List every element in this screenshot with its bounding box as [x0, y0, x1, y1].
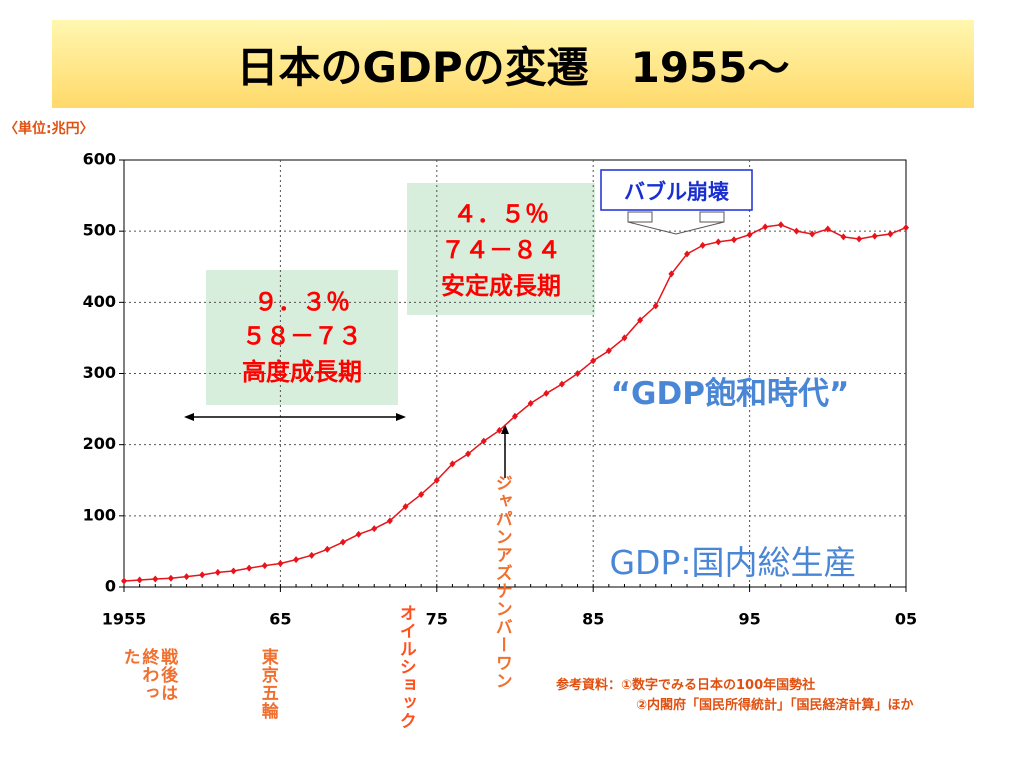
y-tick-label: 300 — [83, 363, 116, 382]
y-tick-label: 0 — [105, 577, 116, 596]
annotation: 高度成長期 — [242, 358, 362, 386]
x-tick-label: 85 — [582, 610, 604, 629]
data-point — [277, 560, 284, 568]
data-point — [465, 450, 472, 458]
data-point — [339, 538, 346, 546]
x-tick-label: 95 — [738, 610, 760, 629]
y-axis-label: 〈単位:兆円〉 — [4, 121, 94, 137]
annotation: 東京五輪 — [257, 648, 278, 720]
data-point — [246, 564, 253, 572]
annotation: バブル崩壊 — [624, 180, 729, 204]
bubble-pointer — [627, 211, 725, 235]
data-point — [762, 223, 769, 231]
data-point — [402, 503, 409, 511]
data-point — [512, 412, 518, 420]
chart-title: 日本のGDPの変遷 1955～ — [52, 20, 974, 108]
data-point — [199, 571, 206, 579]
annotation: GDP:国内総生産 — [609, 543, 857, 582]
data-point — [903, 224, 909, 232]
data-point — [355, 530, 362, 538]
data-point — [324, 545, 331, 553]
x-tick-label: 1955 — [102, 610, 147, 629]
annotation: オイルショック — [395, 604, 416, 730]
data-point — [574, 370, 581, 377]
bubble-box — [600, 169, 753, 211]
annotation: ９．３％ — [254, 288, 350, 316]
data-point — [167, 574, 174, 582]
data-point — [871, 232, 878, 240]
y-tick-label: 400 — [83, 292, 116, 311]
data-point — [449, 460, 456, 468]
data-point — [777, 221, 784, 229]
data-point — [152, 575, 159, 583]
data-point — [699, 241, 706, 249]
data-point — [840, 233, 847, 241]
data-point — [590, 357, 597, 365]
data-point — [824, 225, 831, 233]
x-tick-label: 05 — [895, 610, 917, 629]
data-point — [136, 576, 143, 584]
arrow-head — [501, 424, 509, 434]
annotation: ４．５％ — [453, 200, 549, 228]
data-point — [746, 231, 753, 239]
y-tick-label: 600 — [83, 150, 116, 169]
data-point — [527, 399, 534, 407]
data-point — [793, 227, 800, 235]
data-point — [371, 525, 378, 533]
annotation: 安定成長期 — [441, 272, 561, 300]
x-tick-label: 75 — [426, 610, 448, 629]
data-point — [418, 490, 425, 498]
data-point — [652, 302, 659, 310]
data-point — [684, 250, 691, 258]
period-box — [407, 183, 595, 315]
data-point — [496, 426, 503, 434]
data-point — [261, 562, 268, 570]
data-point — [121, 577, 127, 585]
data-point — [214, 568, 221, 576]
annotation: “GDP飽和時代” — [610, 376, 850, 412]
data-point — [480, 437, 487, 445]
data-point — [809, 230, 816, 238]
x-tick-label: 65 — [269, 610, 291, 629]
data-point — [308, 551, 315, 559]
annotation: ７４－８４ — [441, 236, 561, 264]
data-point — [637, 316, 644, 324]
data-point — [183, 573, 190, 581]
annotation: 戦後は終わった — [119, 648, 178, 702]
annotation: 参考資料：①数字でみる日本の100年国勢社 — [556, 678, 816, 693]
data-point — [543, 389, 550, 397]
data-point — [230, 567, 237, 575]
annotation: ジャパンアズナンバーワン — [491, 474, 512, 690]
data-point — [433, 476, 440, 484]
data-point — [558, 380, 565, 388]
annotation: ②内閣府「国民所得統計」「国民経済計算」ほか — [636, 698, 914, 713]
annotation: ５８－７３ — [242, 322, 362, 350]
data-point — [856, 235, 863, 243]
data-point — [668, 270, 675, 278]
data-point — [386, 517, 393, 525]
y-tick-label: 500 — [83, 221, 116, 240]
data-point — [715, 238, 722, 246]
data-point — [621, 334, 628, 342]
y-tick-label: 200 — [83, 434, 116, 453]
y-tick-label: 100 — [83, 505, 116, 524]
data-point — [730, 236, 737, 244]
data-point — [887, 230, 894, 238]
data-point — [605, 347, 612, 355]
data-point — [293, 556, 300, 564]
period-box — [206, 270, 398, 405]
